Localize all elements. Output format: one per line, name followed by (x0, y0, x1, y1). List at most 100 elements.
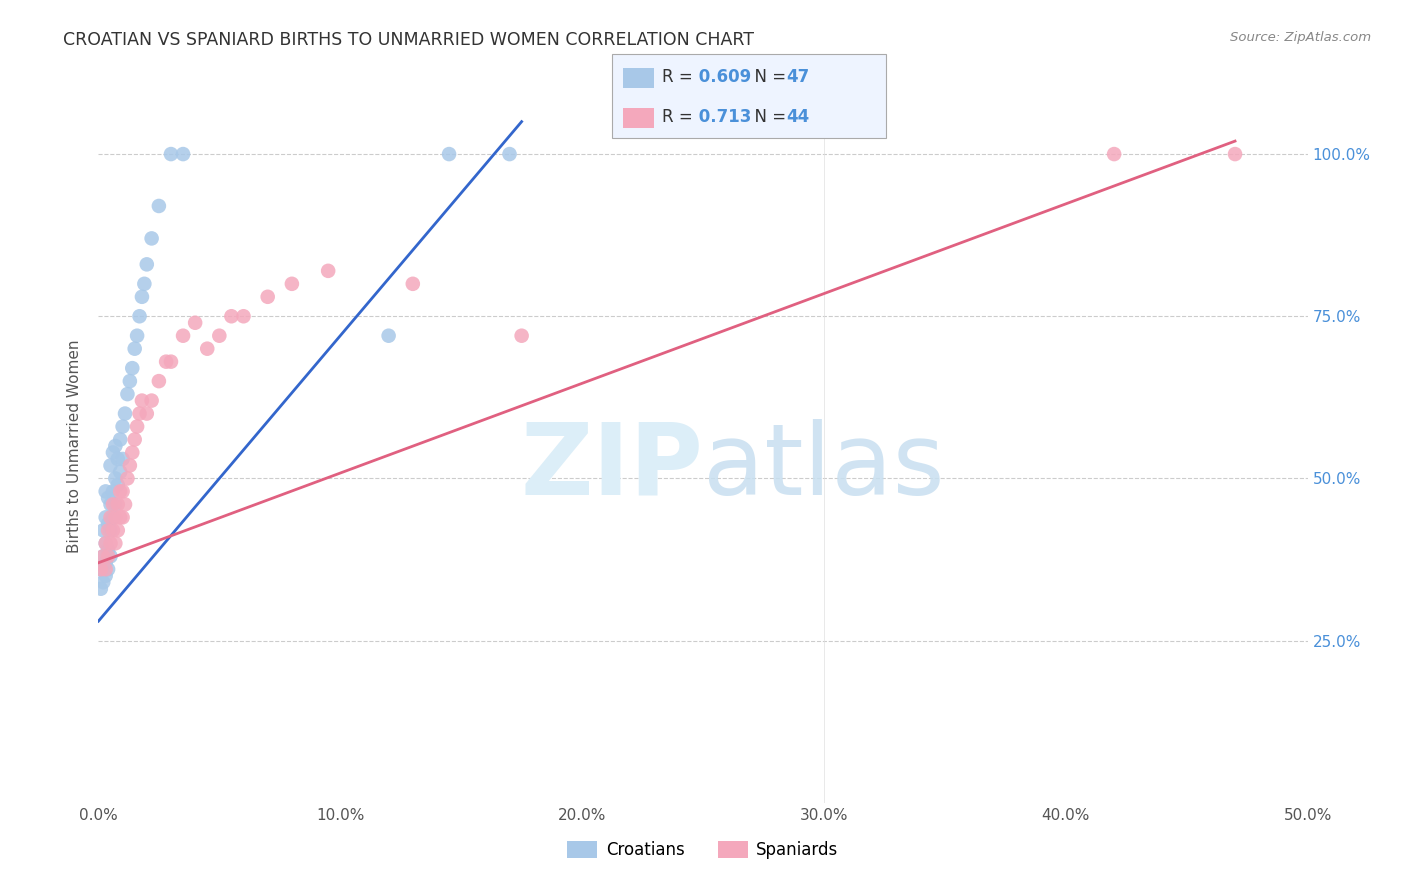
Point (104, 471, 127, 485)
Point (117, 471, 139, 485)
Point (97, 562, 120, 576)
Point (402, 277, 425, 291)
Point (97, 516, 120, 531)
Point (141, 231, 163, 245)
Point (118, 374, 141, 388)
Point (111, 484, 134, 499)
Point (111, 419, 134, 434)
Point (160, 147, 183, 161)
Text: CROATIAN VS SPANIARD BIRTHS TO UNMARRIED WOMEN CORRELATION CHART: CROATIAN VS SPANIARD BIRTHS TO UNMARRIED… (63, 31, 754, 49)
Point (100, 536, 122, 550)
Text: 0.713: 0.713 (693, 108, 752, 126)
Point (1223, 147, 1246, 161)
Legend: Croatians, Spaniards: Croatians, Spaniards (561, 834, 845, 866)
Point (97, 549, 120, 564)
Point (256, 290, 278, 304)
Point (148, 374, 170, 388)
Point (108, 433, 131, 447)
Point (134, 277, 156, 291)
Point (232, 310, 254, 324)
Text: R =: R = (662, 69, 699, 87)
Point (91, 549, 114, 564)
Point (94, 562, 117, 576)
Text: R =: R = (662, 108, 699, 126)
Point (127, 328, 149, 343)
Point (172, 147, 194, 161)
Point (141, 393, 163, 408)
Point (94, 484, 117, 499)
Point (101, 484, 124, 499)
Point (148, 199, 170, 213)
Point (160, 354, 183, 368)
Point (184, 316, 207, 330)
Point (195, 342, 218, 356)
Point (94, 510, 117, 524)
Point (97, 542, 120, 557)
Point (498, 147, 520, 161)
Point (510, 328, 533, 343)
Point (104, 510, 127, 524)
Text: 0.609: 0.609 (693, 69, 751, 87)
Point (104, 536, 127, 550)
Text: atlas: atlas (703, 419, 945, 516)
Point (90, 562, 112, 576)
Point (121, 361, 143, 376)
Point (437, 147, 460, 161)
Text: 44: 44 (786, 108, 810, 126)
Point (94, 556, 117, 570)
Point (108, 484, 131, 499)
Point (100, 510, 122, 524)
Point (316, 264, 339, 278)
Point (100, 549, 122, 564)
Point (94, 536, 117, 550)
Point (100, 458, 122, 473)
Point (104, 439, 127, 453)
Point (377, 328, 399, 343)
Point (91, 575, 114, 590)
Point (101, 445, 124, 459)
Text: 47: 47 (786, 69, 810, 87)
Point (135, 257, 157, 271)
Point (108, 510, 131, 524)
Point (97, 491, 120, 505)
Text: N =: N = (744, 69, 792, 87)
Text: Source: ZipAtlas.com: Source: ZipAtlas.com (1230, 31, 1371, 45)
Point (128, 407, 150, 421)
Point (94, 568, 117, 582)
Point (111, 510, 134, 524)
Point (91, 549, 114, 564)
Point (1102, 147, 1125, 161)
Point (91, 524, 114, 538)
Point (107, 452, 129, 467)
Point (111, 452, 134, 467)
Text: N =: N = (744, 108, 792, 126)
Point (114, 407, 136, 421)
Point (121, 445, 143, 459)
Y-axis label: Births to Unmarried Women: Births to Unmarried Women (67, 339, 83, 553)
Point (117, 387, 139, 401)
Point (114, 497, 136, 511)
Point (107, 524, 129, 538)
Point (281, 277, 304, 291)
Point (94, 536, 117, 550)
Point (108, 465, 131, 479)
Text: ZIP: ZIP (520, 419, 703, 516)
Point (208, 328, 231, 343)
Point (118, 458, 141, 473)
Point (101, 510, 124, 524)
Point (124, 342, 146, 356)
Point (172, 328, 194, 343)
Point (155, 354, 177, 368)
Point (101, 524, 124, 538)
Point (131, 393, 153, 408)
Point (101, 497, 124, 511)
Point (131, 290, 153, 304)
Point (128, 310, 150, 324)
Point (90, 562, 112, 576)
Point (107, 497, 129, 511)
Point (135, 407, 157, 421)
Point (221, 310, 243, 324)
Point (100, 524, 122, 538)
Point (124, 433, 146, 447)
Point (107, 478, 129, 492)
